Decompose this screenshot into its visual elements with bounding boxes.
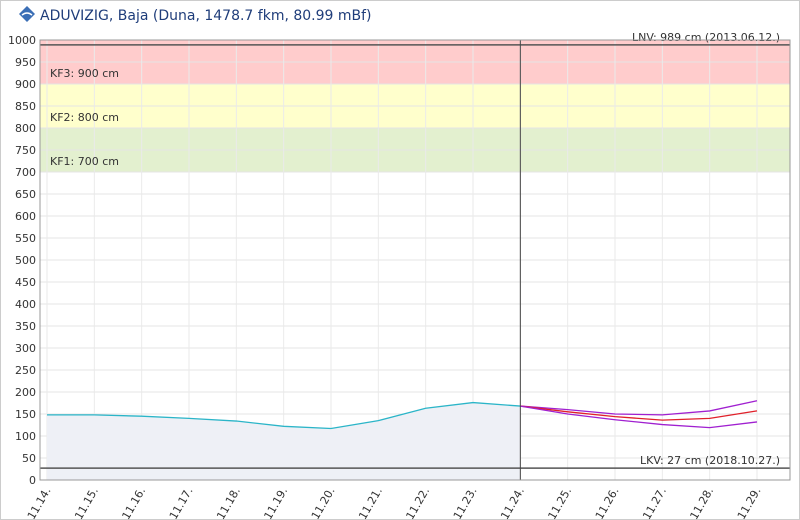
x-tick-label: 11.25. — [546, 485, 575, 520]
y-tick-label: 400 — [15, 298, 36, 311]
chart-title: ADUVIZIG, Baja (Duna, 1478.7 fkm, 80.99 … — [40, 8, 372, 24]
x-tick-label: 11.16. — [120, 485, 149, 520]
y-tick-label: 300 — [15, 342, 36, 355]
logo — [19, 6, 35, 22]
reference-label: LKV: 27 cm (2018.10.27.) — [640, 454, 780, 467]
y-tick-label: 250 — [15, 364, 36, 377]
x-tick-label: 11.22. — [404, 485, 433, 520]
y-tick-label: 350 — [15, 320, 36, 333]
y-tick-label: 600 — [15, 210, 36, 223]
y-tick-label: 50 — [22, 452, 36, 465]
x-tick-label: 11.26. — [593, 485, 622, 520]
x-tick-label: 11.17. — [167, 485, 196, 520]
x-tick-label: 11.19. — [262, 485, 291, 520]
x-tick-label: 11.28. — [688, 485, 717, 520]
line — [520, 400, 758, 416]
line — [520, 405, 758, 429]
y-tick-label: 1000 — [8, 34, 36, 47]
plot-border — [39, 39, 791, 481]
y-tick-label: 500 — [15, 254, 36, 267]
x-tick-label: 11.18. — [214, 485, 243, 520]
y-tick-label: 950 — [15, 56, 36, 69]
line — [520, 405, 758, 421]
y-tick-label: 200 — [15, 386, 36, 399]
x-tick-label: 11.24. — [498, 485, 527, 520]
x-tick-label: 11.21. — [356, 485, 385, 520]
band-label: KF3: 900 cm — [50, 67, 119, 80]
y-tick-label: 700 — [15, 166, 36, 179]
band-label: KF2: 800 cm — [50, 111, 119, 124]
y-tick-label: 150 — [15, 408, 36, 421]
x-tick-label: 11.29. — [735, 485, 764, 520]
y-tick-label: 0 — [29, 474, 36, 487]
y-tick-label: 100 — [15, 430, 36, 443]
y-tick-label: 850 — [15, 100, 36, 113]
y-tick-label: 800 — [15, 122, 36, 135]
x-tick-label: 11.14. — [25, 485, 54, 520]
x-tick-label: 11.20. — [309, 485, 338, 520]
band-label: KF1: 700 cm — [50, 155, 119, 168]
y-tick-label: 900 — [15, 78, 36, 91]
y-tick-label: 650 — [15, 188, 36, 201]
y-tick-label: 550 — [15, 232, 36, 245]
y-tick-label: 750 — [15, 144, 36, 157]
x-tick-label: 11.27. — [640, 485, 669, 520]
y-tick-label: 450 — [15, 276, 36, 289]
area — [47, 402, 521, 480]
x-tick-label: 11.15. — [72, 485, 101, 520]
reference-label: LNV: 989 cm (2013.06.12.) — [632, 31, 780, 44]
line — [47, 401, 521, 430]
x-tick-label: 11.23. — [451, 485, 480, 520]
